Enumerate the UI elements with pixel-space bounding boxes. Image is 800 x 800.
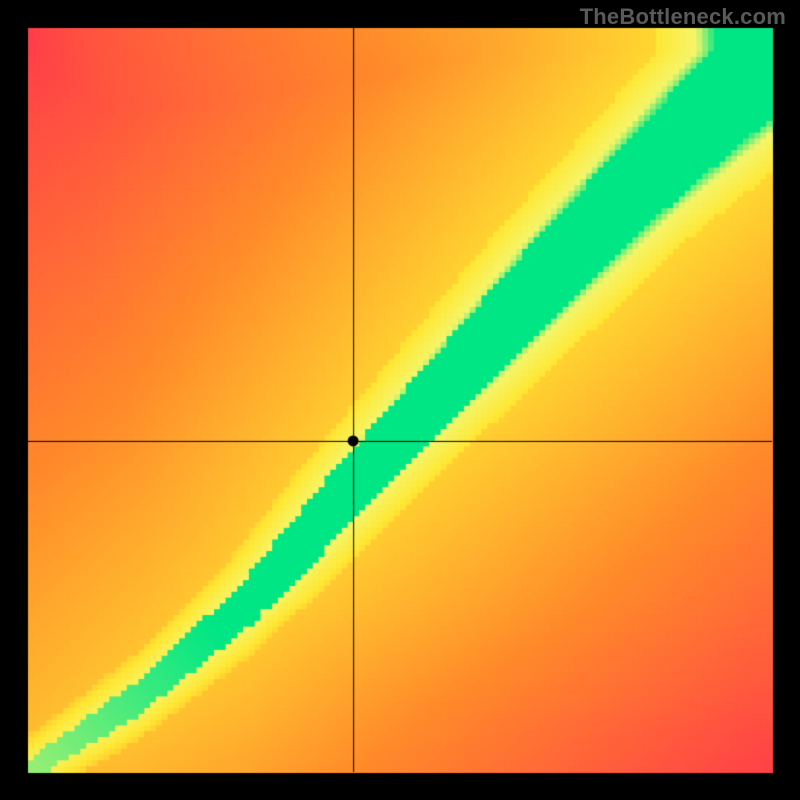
watermark-text: TheBottleneck.com	[580, 4, 786, 30]
bottleneck-heatmap	[0, 0, 800, 800]
chart-container: TheBottleneck.com	[0, 0, 800, 800]
